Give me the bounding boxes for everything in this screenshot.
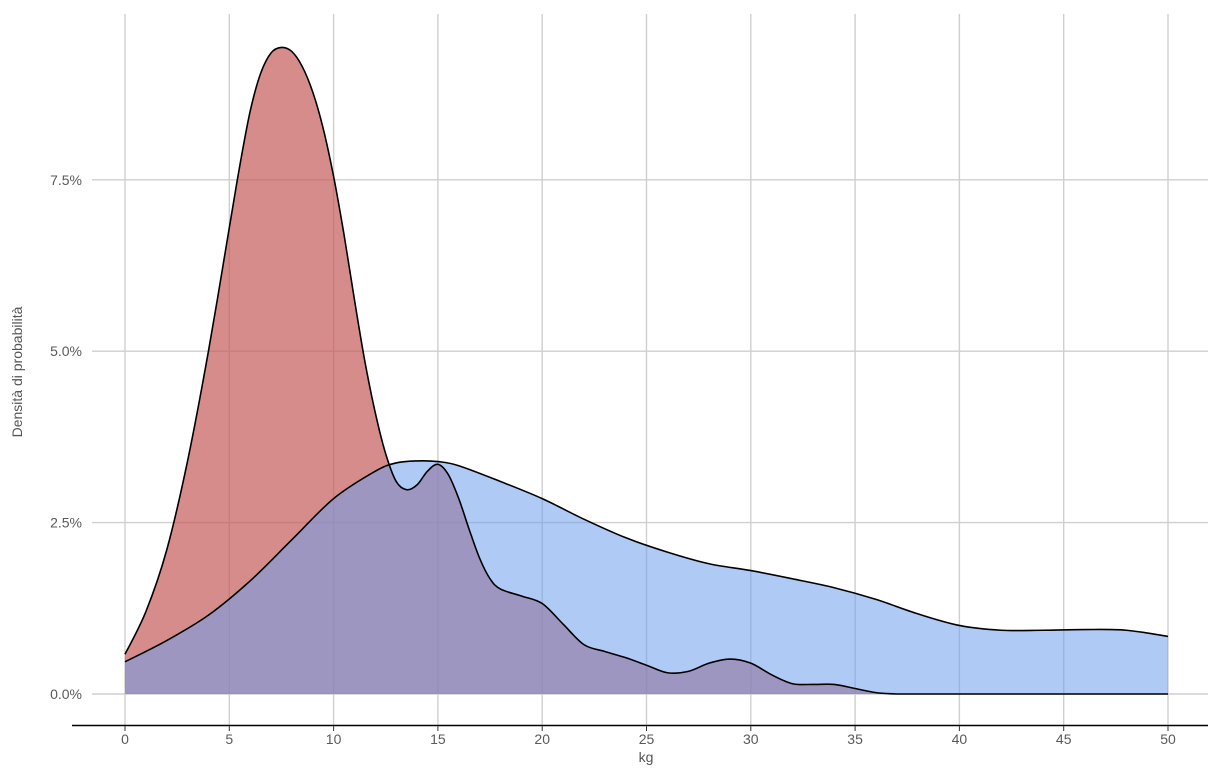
x-tick-label: 10 xyxy=(326,731,342,747)
x-tick-label: 30 xyxy=(743,731,759,747)
x-tick-label: 40 xyxy=(952,731,968,747)
x-tick-label: 25 xyxy=(639,731,655,747)
y-tick-label: 2.5% xyxy=(50,515,82,531)
y-tick-label: 0.0% xyxy=(50,686,82,702)
density-outline-2 xyxy=(124,459,1169,663)
x-tick-label: 50 xyxy=(1160,731,1176,747)
x-tick-label: 15 xyxy=(430,731,446,747)
y-axis-title: Densità di probabilità xyxy=(9,306,25,437)
series-layer xyxy=(124,46,1169,695)
x-tick-label: 45 xyxy=(1056,731,1072,747)
density-area-2 xyxy=(125,460,1168,694)
y-tick-label: 5.0% xyxy=(50,343,82,359)
y-tick-label: 7.5% xyxy=(50,172,82,188)
density-outline-1 xyxy=(124,46,1168,695)
x-axis-title: kg xyxy=(639,749,654,765)
axis-layer xyxy=(72,724,1208,731)
label-layer: 0 5 10 15 20 25 30 35 40 45 50 0.0% 2.5% 5.0% 7.5% xyxy=(50,172,1176,747)
x-tick-label: 20 xyxy=(534,731,550,747)
x-tick-label: 35 xyxy=(847,731,863,747)
x-tick-label: 5 xyxy=(225,731,233,747)
x-tick-label: 0 xyxy=(121,731,129,747)
